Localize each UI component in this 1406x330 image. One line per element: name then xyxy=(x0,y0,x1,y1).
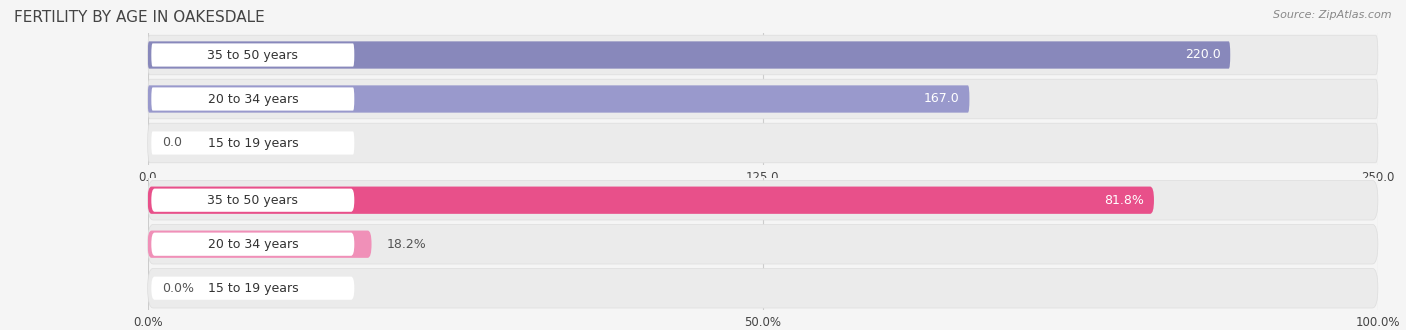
FancyBboxPatch shape xyxy=(148,231,371,258)
FancyBboxPatch shape xyxy=(148,79,1378,119)
FancyBboxPatch shape xyxy=(152,87,354,111)
Text: 81.8%: 81.8% xyxy=(1104,194,1144,207)
FancyBboxPatch shape xyxy=(152,189,354,212)
Text: 15 to 19 years: 15 to 19 years xyxy=(208,137,298,149)
FancyBboxPatch shape xyxy=(148,268,1378,308)
FancyBboxPatch shape xyxy=(148,186,1154,214)
FancyBboxPatch shape xyxy=(148,85,970,113)
FancyBboxPatch shape xyxy=(152,277,354,300)
FancyBboxPatch shape xyxy=(148,181,1378,220)
FancyBboxPatch shape xyxy=(148,35,1378,75)
Text: 167.0: 167.0 xyxy=(924,92,960,106)
FancyBboxPatch shape xyxy=(152,233,354,256)
Text: 20 to 34 years: 20 to 34 years xyxy=(208,92,298,106)
Text: 220.0: 220.0 xyxy=(1185,49,1220,61)
Text: 35 to 50 years: 35 to 50 years xyxy=(207,49,298,61)
FancyBboxPatch shape xyxy=(148,41,1230,69)
FancyBboxPatch shape xyxy=(148,224,1378,264)
Text: 18.2%: 18.2% xyxy=(387,238,426,251)
Text: Source: ZipAtlas.com: Source: ZipAtlas.com xyxy=(1274,10,1392,20)
Text: FERTILITY BY AGE IN OAKESDALE: FERTILITY BY AGE IN OAKESDALE xyxy=(14,10,264,25)
Text: 0.0%: 0.0% xyxy=(163,282,194,295)
Text: 0.0: 0.0 xyxy=(163,137,183,149)
Text: 35 to 50 years: 35 to 50 years xyxy=(207,194,298,207)
Text: 20 to 34 years: 20 to 34 years xyxy=(208,238,298,251)
Text: 15 to 19 years: 15 to 19 years xyxy=(208,282,298,295)
FancyBboxPatch shape xyxy=(148,123,1378,163)
FancyBboxPatch shape xyxy=(152,131,354,154)
FancyBboxPatch shape xyxy=(152,44,354,67)
